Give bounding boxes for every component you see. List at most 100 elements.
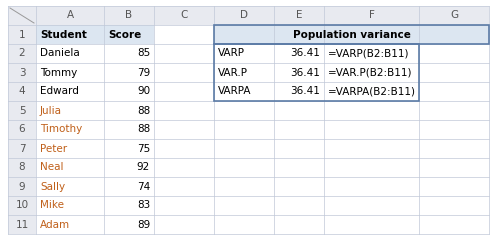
- Text: =VAR.P(B2:B11): =VAR.P(B2:B11): [328, 67, 413, 78]
- Bar: [36, 177, 104, 196]
- Bar: [324, 196, 419, 215]
- Bar: [36, 196, 104, 215]
- Bar: [214, 215, 274, 234]
- Bar: [274, 101, 324, 120]
- Bar: [104, 120, 154, 139]
- Bar: [8, 101, 36, 120]
- Bar: [419, 63, 489, 82]
- Bar: [8, 177, 36, 196]
- Bar: [154, 63, 214, 82]
- Text: 89: 89: [137, 220, 150, 229]
- Text: 4: 4: [19, 86, 25, 96]
- Bar: [8, 158, 36, 177]
- Bar: [8, 120, 36, 139]
- Bar: [419, 82, 489, 101]
- Bar: [36, 63, 104, 82]
- Text: Neal: Neal: [40, 162, 64, 173]
- Bar: [8, 139, 36, 158]
- Text: G: G: [450, 11, 458, 20]
- Bar: [274, 25, 324, 44]
- Bar: [274, 44, 324, 63]
- Bar: [324, 25, 419, 44]
- Bar: [274, 6, 324, 25]
- Bar: [8, 82, 36, 101]
- Bar: [36, 120, 104, 139]
- Bar: [214, 101, 274, 120]
- Bar: [214, 196, 274, 215]
- Text: 6: 6: [19, 125, 25, 134]
- Bar: [8, 196, 36, 215]
- Text: Score: Score: [108, 30, 141, 40]
- Text: =VARP(B2:B11): =VARP(B2:B11): [328, 48, 410, 59]
- Bar: [36, 215, 104, 234]
- Text: VARP: VARP: [218, 48, 245, 59]
- Text: Student: Student: [40, 30, 87, 40]
- Text: 83: 83: [137, 200, 150, 210]
- Text: F: F: [369, 11, 374, 20]
- Text: VARPA: VARPA: [218, 86, 251, 96]
- Text: Tommy: Tommy: [40, 67, 77, 78]
- Bar: [154, 120, 214, 139]
- Bar: [419, 177, 489, 196]
- Bar: [214, 25, 489, 44]
- Bar: [214, 6, 274, 25]
- Bar: [36, 25, 104, 44]
- Bar: [214, 25, 274, 44]
- Bar: [419, 6, 489, 25]
- Text: Julia: Julia: [40, 106, 62, 115]
- Text: Population variance: Population variance: [293, 30, 411, 40]
- Text: 36.41: 36.41: [290, 67, 320, 78]
- Bar: [8, 139, 36, 158]
- Text: 3: 3: [19, 67, 25, 78]
- Bar: [8, 25, 36, 44]
- Text: 7: 7: [19, 144, 25, 154]
- Bar: [104, 25, 154, 44]
- Bar: [324, 63, 419, 82]
- Bar: [36, 139, 104, 158]
- Bar: [324, 215, 419, 234]
- Bar: [104, 25, 154, 44]
- Text: 11: 11: [15, 220, 29, 229]
- Bar: [154, 215, 214, 234]
- Text: 36.41: 36.41: [290, 86, 320, 96]
- Bar: [8, 25, 36, 44]
- Bar: [214, 158, 274, 177]
- Bar: [214, 6, 274, 25]
- Bar: [154, 82, 214, 101]
- Bar: [8, 215, 36, 234]
- Bar: [104, 63, 154, 82]
- Bar: [214, 82, 274, 101]
- Text: 2: 2: [19, 48, 25, 59]
- Bar: [214, 44, 419, 101]
- Bar: [274, 82, 324, 101]
- Text: 8: 8: [19, 162, 25, 173]
- Bar: [214, 139, 274, 158]
- Bar: [274, 215, 324, 234]
- Bar: [419, 120, 489, 139]
- Text: 10: 10: [15, 200, 28, 210]
- Text: 36.41: 36.41: [290, 48, 320, 59]
- Bar: [104, 82, 154, 101]
- Bar: [419, 196, 489, 215]
- Text: B: B: [125, 11, 133, 20]
- Bar: [36, 158, 104, 177]
- Bar: [324, 44, 419, 63]
- Text: E: E: [296, 11, 302, 20]
- Text: 79: 79: [137, 67, 150, 78]
- Text: Edward: Edward: [40, 86, 79, 96]
- Bar: [154, 101, 214, 120]
- Text: 1: 1: [19, 30, 25, 40]
- Text: 85: 85: [137, 48, 150, 59]
- Bar: [154, 158, 214, 177]
- Bar: [104, 196, 154, 215]
- Bar: [36, 44, 104, 63]
- Text: Daniela: Daniela: [40, 48, 80, 59]
- Text: VAR.P: VAR.P: [218, 67, 248, 78]
- Bar: [154, 6, 214, 25]
- Text: Timothy: Timothy: [40, 125, 82, 134]
- Bar: [104, 44, 154, 63]
- Bar: [274, 196, 324, 215]
- Bar: [274, 158, 324, 177]
- Bar: [8, 101, 36, 120]
- Bar: [274, 25, 324, 44]
